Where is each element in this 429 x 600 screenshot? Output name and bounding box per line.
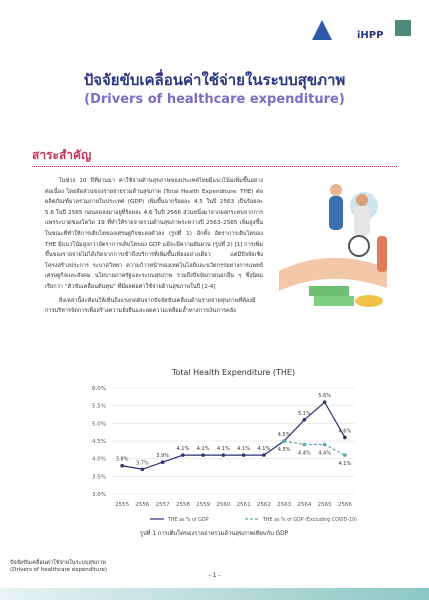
chart: Total Health Expenditure (THE) 3.0% 3.5% 4.… [92, 368, 357, 537]
x-tick-label: 2562 [257, 502, 271, 508]
data-point [322, 442, 327, 447]
data-label: 4.5% [278, 447, 291, 453]
y-tick-label: 3.5% [92, 474, 106, 480]
x-tick-label: 2563 [277, 502, 291, 508]
logo-3 [395, 20, 411, 36]
x-tick-label: 2556 [135, 502, 149, 508]
data-point [241, 453, 246, 457]
title: ปัจจัยขับเคลื่อนค่าใช้จ่ายในระบบสุขภาพ [83, 71, 346, 89]
data-point [343, 435, 347, 440]
data-label: 3.9% [156, 453, 169, 459]
section-body: ในช่วง 10 ปีที่ผ่านมา ค่าใช้จ่ายด้านสุขภ… [45, 176, 397, 320]
data-point [262, 453, 266, 457]
data-point [302, 442, 307, 447]
data-label: 5.6% [318, 393, 331, 399]
data-label: 4.4% [318, 451, 331, 457]
data-point [140, 467, 145, 472]
logo-1 [312, 20, 332, 40]
section-heading: สาระสำคัญ [32, 148, 92, 162]
footer-band [0, 588, 429, 600]
x-tick-label: 2559 [196, 502, 210, 508]
logo-2: iHPP [357, 30, 383, 41]
data-label: 4.6% [339, 428, 352, 434]
data-label: 4.1% [237, 446, 250, 452]
data-point [181, 453, 185, 457]
x-tick-label: 2557 [156, 502, 170, 508]
chart-title: Total Health Expenditure (THE) [171, 368, 295, 377]
y-tick-label: 5.5% [92, 404, 106, 410]
data-point [160, 460, 165, 464]
x-tick-label: 2566 [338, 502, 352, 508]
data-label: 3.8% [116, 457, 129, 463]
illustration [279, 184, 387, 307]
data-point [343, 453, 347, 457]
data-label: 4.1% [177, 446, 190, 452]
legend-label: THE as % of GDP (Excluding COVID-19) [262, 517, 357, 523]
data-point [221, 453, 226, 457]
subtitle: (Drivers of healthcare expenditure) [84, 92, 345, 107]
x-tick-label: 2555 [115, 502, 129, 508]
series-line [284, 440, 346, 456]
footer-subtitle: (Drivers of healthcare expenditure) [10, 567, 108, 573]
data-point [282, 439, 286, 443]
y-tick-label: 3.0% [92, 492, 106, 498]
data-point [201, 453, 205, 457]
x-tick-label: 2558 [176, 502, 190, 508]
x-tick-label: 2561 [237, 502, 251, 508]
heading-rule [32, 166, 397, 167]
data-label: 4.5% [278, 432, 291, 438]
data-label: 4.1% [339, 461, 352, 467]
paragraph: ในช่วง 10 ปีที่ผ่านมา ค่าใช้จ่ายด้านสุขภ… [45, 178, 263, 290]
data-point [302, 418, 307, 422]
chart-caption: รูปที่ 1 การเติบโตของรายจ่ายรวมด้านสุขภา… [140, 529, 289, 537]
page-number: - 1 - [208, 572, 221, 579]
x-tick-label: 2560 [216, 502, 230, 508]
y-tick-label: 5.0% [92, 421, 106, 427]
data-label: 5.1% [298, 411, 311, 417]
data-label: 4.1% [258, 446, 271, 452]
y-tick-label: 4.5% [92, 439, 106, 445]
data-point [322, 400, 327, 404]
data-point [120, 463, 124, 468]
legend-label: THE as % of GDP [167, 517, 209, 523]
data-label: 4.1% [197, 446, 210, 452]
logos: iHPP [312, 20, 411, 41]
x-tick-label: 2564 [297, 502, 311, 508]
paragraph: สิ่งเหล่านี้สะท้อนให้เห็นถึงแรงกดดันจากป… [45, 297, 256, 315]
y-tick-label: 6.0% [92, 386, 106, 392]
x-tick-label: 2565 [318, 502, 332, 508]
data-label: 4.1% [217, 446, 230, 452]
footer-title: ปัจจัยขับเคลื่อนค่าใช้จ่ายในระบบสุขภาพ [10, 560, 106, 566]
data-label: 3.7% [136, 460, 149, 466]
data-label: 4.4% [298, 451, 311, 457]
y-tick-label: 4.0% [92, 457, 106, 463]
series-line [122, 401, 346, 470]
